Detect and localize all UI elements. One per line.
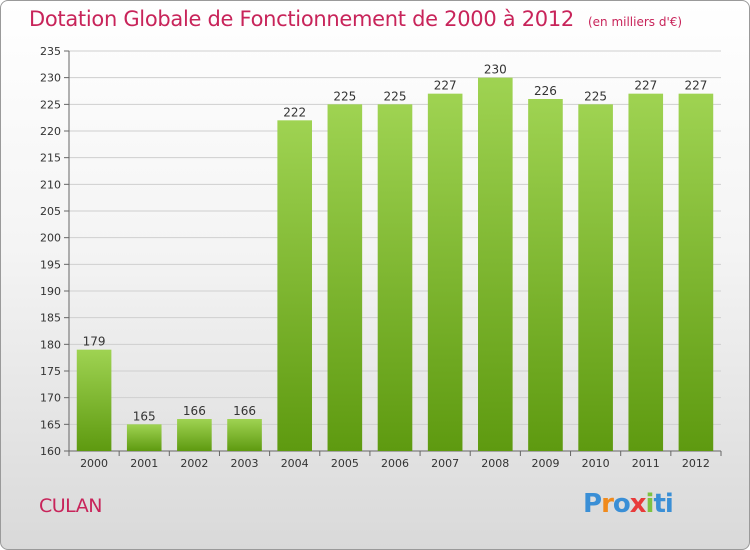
- bar-2011: [628, 93, 664, 452]
- x-tick-label: 2007: [431, 457, 459, 470]
- axes: 160 165 170 175 180 185 190 195 200 205 210 215 220 2…: [40, 45, 722, 470]
- commune-name: CULAN: [39, 495, 102, 517]
- x-tick-label: 2010: [582, 457, 610, 470]
- bars: [76, 77, 714, 452]
- y-tick-label: 215: [40, 152, 61, 165]
- x-tick-label: 2003: [231, 457, 259, 470]
- data-label-2006: 225: [384, 89, 407, 103]
- data-label-2008: 230: [484, 63, 507, 77]
- y-tick-label: 195: [40, 258, 61, 271]
- bar-2002: [177, 419, 212, 451]
- x-tick-label: 2012: [682, 457, 710, 470]
- chart-unit: (en milliers d'€): [587, 15, 683, 29]
- x-tick-label: 2008: [481, 457, 509, 470]
- y-tick-label: 210: [40, 178, 61, 191]
- y-tick-label: 190: [40, 285, 61, 298]
- bar-2001: [126, 424, 162, 451]
- bar-2004: [277, 120, 312, 451]
- chart-title-text: Dotation Globale de Fonctionnement de 20…: [29, 7, 574, 31]
- y-tick-label: 160: [40, 445, 61, 458]
- chart-title: Dotation Globale de Fonctionnement de 20…: [29, 7, 682, 31]
- data-label-2010: 225: [584, 89, 607, 103]
- data-label-2004: 222: [283, 105, 306, 119]
- y-tick-label: 185: [40, 312, 61, 325]
- x-tick-label: 2005: [331, 457, 359, 470]
- bar-2007: [427, 93, 463, 452]
- y-tick-label: 175: [40, 365, 61, 378]
- data-label-2000: 179: [83, 335, 106, 349]
- y-tick-label: 230: [40, 72, 61, 85]
- y-tick-label: 200: [40, 232, 61, 245]
- data-labels: 179 165 166 166 222 225 225 227 230 226 225 227 227: [83, 63, 708, 424]
- data-label-2003: 166: [233, 404, 256, 418]
- x-tick-label: 2002: [180, 457, 208, 470]
- x-tick-label: 2000: [80, 457, 108, 470]
- data-label-2012: 227: [684, 79, 707, 93]
- bar-2010: [578, 104, 613, 451]
- bar-2006: [377, 104, 413, 451]
- bar-2012: [678, 93, 714, 452]
- proxiti-logo[interactable]: Proxiti: [583, 489, 674, 519]
- y-tick-label: 170: [40, 392, 61, 405]
- data-label-2005: 225: [333, 89, 356, 103]
- data-label-2007: 227: [434, 79, 457, 93]
- x-tick-label: 2001: [130, 457, 158, 470]
- bar-2008: [478, 77, 513, 452]
- y-tick-label: 235: [40, 45, 61, 58]
- bar-2003: [227, 419, 262, 451]
- y-tick-label: 220: [40, 125, 61, 138]
- bar-2005: [327, 104, 363, 451]
- data-label-2009: 226: [534, 84, 557, 98]
- y-tick-label: 225: [40, 98, 61, 111]
- y-tick-label: 165: [40, 418, 61, 431]
- x-tick-label: 2004: [281, 457, 309, 470]
- x-tick-label: 2009: [531, 457, 559, 470]
- x-tick-label: 2006: [381, 457, 409, 470]
- data-label-2011: 227: [634, 79, 657, 93]
- y-tick-label: 180: [40, 338, 61, 351]
- y-tick-label: 205: [40, 205, 61, 218]
- data-label-2002: 166: [183, 404, 206, 418]
- bar-2009: [528, 99, 563, 451]
- bar-2000: [76, 349, 112, 451]
- x-tick-label: 2011: [632, 457, 660, 470]
- data-label-2001: 165: [133, 409, 156, 423]
